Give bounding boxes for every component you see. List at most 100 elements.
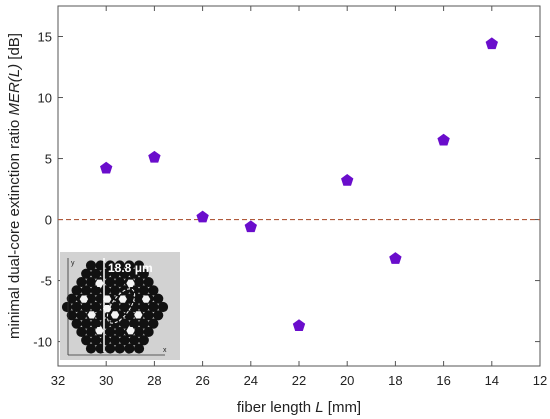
y-tick-label-2: 0 [45,213,52,228]
inset-scale-label: 18.8 μm [108,261,153,275]
inset-cladding-rod-13 [76,276,87,288]
inset-cladding-rod-62 [81,318,92,329]
inset-air-hole-2 [79,295,89,303]
inset-cladding-rod-41 [71,301,82,313]
inset-cladding-rod-47 [129,301,140,313]
inset-cladding-rod-87 [105,343,116,354]
inset-cladding-rod-66 [119,318,130,329]
inset-cladding-rod-45 [109,301,121,313]
data-point-0 [100,161,113,174]
x-tick-label-6: 20 [340,373,354,388]
inset-cladding-rod-51 [66,310,77,321]
inset-cladding-rod-81 [109,335,121,346]
inset-cladding-rod-63 [90,318,101,329]
inset-cladding-rod-59 [143,310,154,321]
inset-cladding-rod-52 [76,310,87,321]
inset-cladding-rod-8 [100,268,111,279]
inset-cladding-rod-5 [133,260,145,271]
inset-air-hole-0 [95,279,104,287]
inset-cladding-rod-90 [133,343,145,354]
x-axis-ticks: 32 30 28 26 24 22 20 18 16 14 12 [51,6,547,388]
inset-cladding-rod-76 [133,326,145,338]
x-tick-label-7: 18 [388,373,402,388]
inset-cladding-rod-79 [90,335,101,346]
inset-cladding-rod-61 [71,318,82,329]
y-axis-label: minimal dual-core extinction ratio MER(L… [6,33,23,339]
inset-cladding-rod-2 [105,260,116,271]
inset-air-hole-3 [141,295,151,303]
inset-cladding-rod-85 [85,343,97,354]
data-point-5 [341,174,354,186]
inset-cladding-rod-69 [148,318,159,329]
inset-cladding-rod-19 [133,276,145,288]
x-tick-label-9: 14 [485,373,499,388]
y-tick-label-0: -10 [33,335,52,350]
inset-cladding-rod-40 [61,301,73,313]
inset-cladding-rod-73 [105,326,116,338]
inset-cladding-rod-10 [119,268,130,279]
inset-air-hole-5 [87,311,96,319]
data-point-8 [485,37,498,50]
x-tick-label-2: 28 [147,373,161,388]
inset-cladding-rod-49 [148,301,159,313]
inset-cladding-rod-78 [81,335,92,346]
x-axis-label: fiber length L [mm] [237,399,361,416]
inset-cladding-rod-80 [100,335,111,346]
inset-cladding-rod-17 [114,276,125,288]
x-tick-label-0: 32 [51,373,65,388]
y-tick-label-3: 5 [45,152,52,167]
inset-cladding-rod-74 [114,326,125,338]
inset-cladding-rod-4 [124,260,135,271]
inset-cladding-rod-84 [138,335,149,346]
inset-cladding-rod-12 [138,268,149,279]
inset-cladding-rod-68 [138,318,149,329]
data-point-4 [292,319,306,331]
inset-air-hole-1 [126,279,135,287]
inset-cladding-rod-83 [129,335,140,346]
x-tick-label-3: 26 [195,373,209,388]
inset-cladding-rod-28 [138,285,149,296]
inset-cladding-rod-50 [157,301,169,313]
inset-axis-x-label: x [163,347,167,354]
inset-cladding-rod-46 [119,301,130,313]
inset-cladding-rod-23 [90,285,101,296]
inset-cladding-rod-39 [153,293,164,304]
inset-cladding-rod-88 [114,343,125,354]
inset-cladding-rod-70 [76,326,87,338]
inset-air-hole-6 [134,311,143,319]
inset-cladding-rod-29 [148,285,159,296]
inset-air-hole-11 [103,304,112,313]
inset-air-hole-8 [95,327,104,335]
inset-cladding-rod-42 [81,301,92,313]
inset-air-hole-10 [118,295,127,303]
inset-core-ellipse [106,288,136,324]
inset-cladding-rod-16 [105,276,116,288]
inset-cladding-rod-20 [143,276,154,288]
inset-cladding-rod-82 [119,335,130,346]
inset-cladding-rod-11 [129,268,140,279]
inset-cladding-rod-71 [85,326,97,338]
inset-cladding-rod-1 [95,260,106,271]
inset-cladding-rod-27 [129,285,140,296]
inset-cladding-rod-6 [81,268,92,279]
inset-cladding-rod-37 [133,293,145,304]
inset-cladding-rod-7 [90,268,101,279]
data-point-2 [196,210,209,223]
inset-cladding-rod-24 [100,285,111,296]
inset-cladding-rod-54 [95,310,106,321]
data-point-3 [244,220,257,233]
inset-air-hole-7 [110,311,120,319]
inset-cladding-rod-77 [143,326,154,338]
inset-cladding-rod-86 [95,343,106,354]
inset-cladding-rod-33 [95,293,106,304]
x-tick-label-1: 30 [99,373,113,388]
inset-cladding-rod-30 [66,293,77,304]
data-points [100,37,498,331]
y-tick-label-1: -5 [40,274,52,289]
data-point-6 [389,252,402,264]
inset-cladding-rod-67 [129,318,140,329]
data-point-1 [148,150,161,163]
inset-cladding-rod-22 [81,285,92,296]
inset-cladding-rod-65 [109,318,121,329]
